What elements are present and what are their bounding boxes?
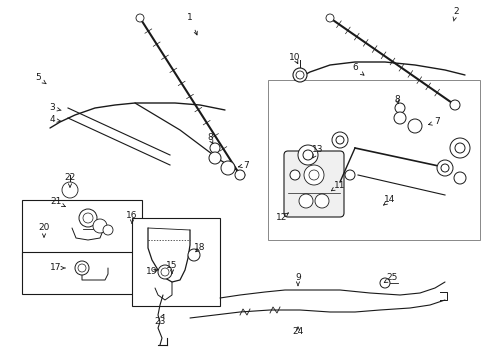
- Text: 1: 1: [187, 13, 192, 22]
- Circle shape: [440, 164, 448, 172]
- Circle shape: [314, 194, 328, 208]
- Bar: [22, 200, 142, 258]
- Circle shape: [345, 170, 354, 180]
- Circle shape: [436, 160, 452, 176]
- Circle shape: [136, 14, 143, 22]
- Circle shape: [295, 71, 304, 79]
- Circle shape: [449, 100, 459, 110]
- Circle shape: [379, 278, 389, 288]
- Circle shape: [221, 161, 235, 175]
- Circle shape: [335, 136, 343, 144]
- Circle shape: [187, 249, 200, 261]
- Text: 3: 3: [49, 104, 55, 112]
- Text: 5: 5: [35, 73, 41, 82]
- Circle shape: [331, 132, 347, 148]
- Text: 14: 14: [384, 195, 395, 204]
- Circle shape: [454, 143, 464, 153]
- Text: 13: 13: [312, 145, 323, 154]
- Circle shape: [75, 261, 89, 275]
- Text: 7: 7: [433, 117, 439, 126]
- Circle shape: [394, 103, 404, 113]
- Circle shape: [304, 165, 324, 185]
- Circle shape: [298, 194, 312, 208]
- Circle shape: [453, 172, 465, 184]
- Text: 6: 6: [351, 63, 357, 72]
- Circle shape: [209, 143, 220, 153]
- Text: 10: 10: [289, 54, 300, 63]
- FancyBboxPatch shape: [284, 151, 343, 217]
- Text: 15: 15: [166, 261, 177, 270]
- Text: 22: 22: [64, 174, 76, 183]
- Text: 8: 8: [393, 95, 399, 104]
- Bar: [267, 80, 479, 240]
- Circle shape: [449, 138, 469, 158]
- Bar: [132, 218, 220, 306]
- Circle shape: [325, 14, 333, 22]
- Circle shape: [161, 268, 169, 276]
- Circle shape: [308, 170, 318, 180]
- Circle shape: [393, 112, 405, 124]
- Text: 9: 9: [295, 274, 300, 283]
- Bar: [22, 252, 142, 294]
- Text: 19: 19: [146, 267, 158, 276]
- Text: 11: 11: [334, 180, 345, 189]
- Text: 23: 23: [154, 318, 165, 327]
- Circle shape: [79, 209, 97, 227]
- Text: 8: 8: [207, 134, 212, 143]
- Circle shape: [289, 170, 299, 180]
- Circle shape: [83, 213, 93, 223]
- Text: 21: 21: [50, 198, 61, 207]
- Text: 12: 12: [276, 213, 287, 222]
- Text: 24: 24: [292, 328, 303, 337]
- Text: 4: 4: [49, 116, 55, 125]
- Circle shape: [292, 68, 306, 82]
- Circle shape: [158, 265, 172, 279]
- Circle shape: [208, 152, 221, 164]
- Circle shape: [297, 145, 317, 165]
- Circle shape: [103, 225, 113, 235]
- Circle shape: [78, 264, 86, 272]
- Text: 18: 18: [194, 243, 205, 252]
- Text: 25: 25: [386, 274, 397, 283]
- Text: 17: 17: [50, 264, 61, 273]
- Circle shape: [303, 150, 312, 160]
- Text: 20: 20: [38, 224, 50, 233]
- Text: 7: 7: [243, 161, 248, 170]
- Text: 16: 16: [126, 211, 138, 220]
- Circle shape: [407, 119, 421, 133]
- Circle shape: [93, 219, 107, 233]
- Circle shape: [235, 170, 244, 180]
- Text: 2: 2: [452, 8, 458, 17]
- Circle shape: [65, 185, 75, 195]
- Circle shape: [62, 182, 78, 198]
